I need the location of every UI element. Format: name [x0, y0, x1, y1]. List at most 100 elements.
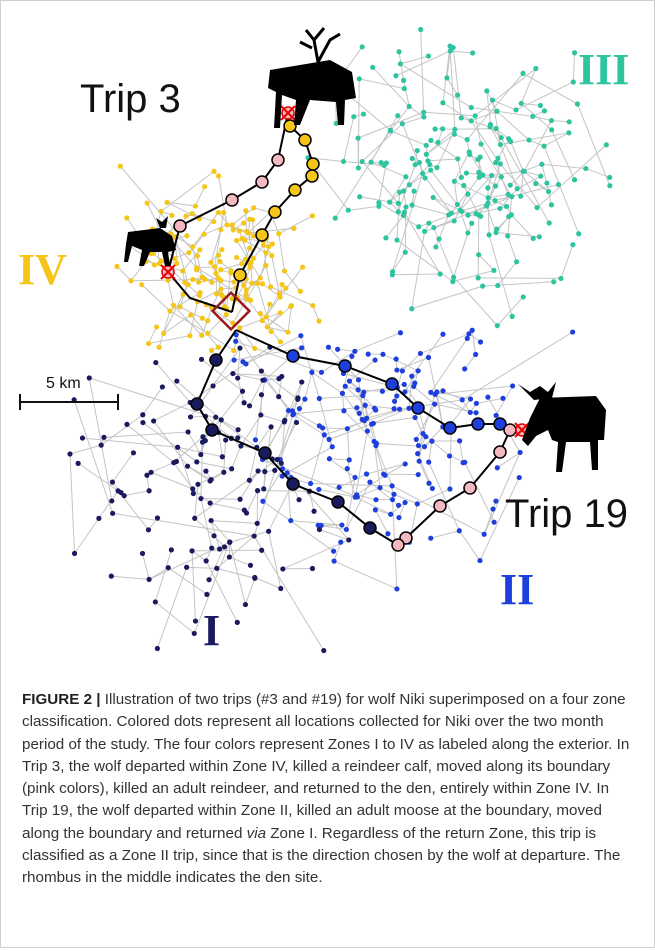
movement-line — [428, 461, 460, 531]
movement-line — [253, 535, 325, 651]
location-dot — [167, 308, 173, 314]
movement-line — [98, 490, 119, 519]
movement-line — [497, 261, 517, 286]
den-site — [210, 290, 252, 332]
location-dot — [478, 141, 484, 147]
movement-line — [237, 348, 241, 379]
location-dot — [196, 279, 202, 285]
movement-line — [173, 436, 204, 464]
location-dot — [277, 339, 284, 345]
location-dot — [357, 194, 363, 200]
movement-line — [366, 463, 406, 475]
location-dot — [401, 381, 407, 388]
movement-line — [200, 498, 213, 549]
movement-line — [343, 410, 377, 444]
movement-line — [452, 269, 495, 283]
trip-location — [233, 268, 247, 282]
location-dot — [500, 395, 506, 401]
location-dot — [145, 340, 152, 347]
location-dot — [307, 480, 314, 487]
location-dot — [230, 227, 236, 233]
location-dot — [462, 459, 468, 465]
movement-line — [452, 47, 462, 118]
movement-line — [348, 205, 379, 211]
location-dot — [144, 472, 150, 478]
location-dot — [183, 213, 189, 219]
location-dot — [447, 48, 453, 54]
location-dot — [558, 275, 564, 281]
movement-line — [310, 434, 325, 484]
zone-label: IV — [18, 245, 67, 294]
trips — [160, 105, 530, 552]
movement-line — [357, 78, 360, 168]
movement-line — [210, 229, 222, 263]
movement-line — [499, 163, 538, 208]
movement-line — [229, 556, 251, 566]
movement-line — [459, 175, 493, 211]
location-dot — [298, 333, 304, 339]
location-dot — [236, 228, 243, 234]
trip-location — [391, 538, 405, 552]
location-dot — [242, 601, 249, 608]
location-dot — [461, 182, 467, 189]
movement-line — [131, 279, 168, 282]
location-dot — [219, 454, 225, 460]
movement-line — [372, 66, 410, 107]
movement-line — [392, 251, 406, 272]
location-dot — [497, 141, 504, 148]
movement-line — [453, 193, 469, 222]
movement-line — [255, 379, 266, 440]
movement-line — [509, 170, 525, 186]
location-dot — [395, 209, 401, 215]
location-dot — [329, 444, 335, 450]
movement-line — [280, 420, 286, 464]
movement-line — [245, 578, 256, 605]
movement-line — [111, 575, 150, 580]
location-dot — [455, 156, 461, 162]
location-dot — [566, 119, 572, 125]
movement-line — [148, 541, 230, 580]
location-dot — [475, 275, 481, 281]
location-dot — [377, 485, 383, 491]
trip-location — [255, 228, 269, 242]
location-dot — [96, 515, 102, 521]
movement-line — [510, 214, 534, 239]
movement-line — [383, 473, 419, 476]
location-dot — [146, 576, 152, 583]
location-dot — [224, 222, 230, 228]
location-dot — [414, 501, 420, 507]
movement-line — [142, 553, 150, 580]
movement-line — [389, 201, 404, 216]
location-dot — [570, 79, 576, 85]
movement-line — [312, 305, 320, 322]
movement-line — [471, 107, 533, 117]
location-dot — [370, 64, 376, 70]
location-dot — [494, 465, 500, 471]
location-dot — [326, 456, 332, 462]
calf-body — [124, 228, 176, 266]
location-dot — [260, 498, 266, 504]
movement-line — [425, 128, 456, 155]
movement-line — [430, 391, 471, 413]
movement-line — [522, 72, 578, 105]
caption-emphasis: via — [246, 824, 267, 842]
location-dot — [409, 155, 415, 162]
location-dot — [485, 195, 491, 201]
location-dot — [215, 209, 222, 216]
movement-line — [167, 280, 174, 306]
location-dot — [202, 184, 208, 190]
movement-line — [433, 205, 487, 229]
location-dot — [98, 442, 104, 448]
location-dot — [444, 75, 450, 81]
trip-location — [433, 499, 447, 513]
location-dot — [288, 517, 294, 524]
location-dot — [533, 180, 539, 187]
movement-line — [220, 263, 242, 271]
movement-line — [77, 462, 122, 494]
movement-line — [483, 452, 521, 535]
trip-location — [190, 397, 204, 411]
location-dot — [310, 302, 316, 309]
location-dot — [457, 207, 463, 213]
movement-line — [516, 175, 542, 190]
